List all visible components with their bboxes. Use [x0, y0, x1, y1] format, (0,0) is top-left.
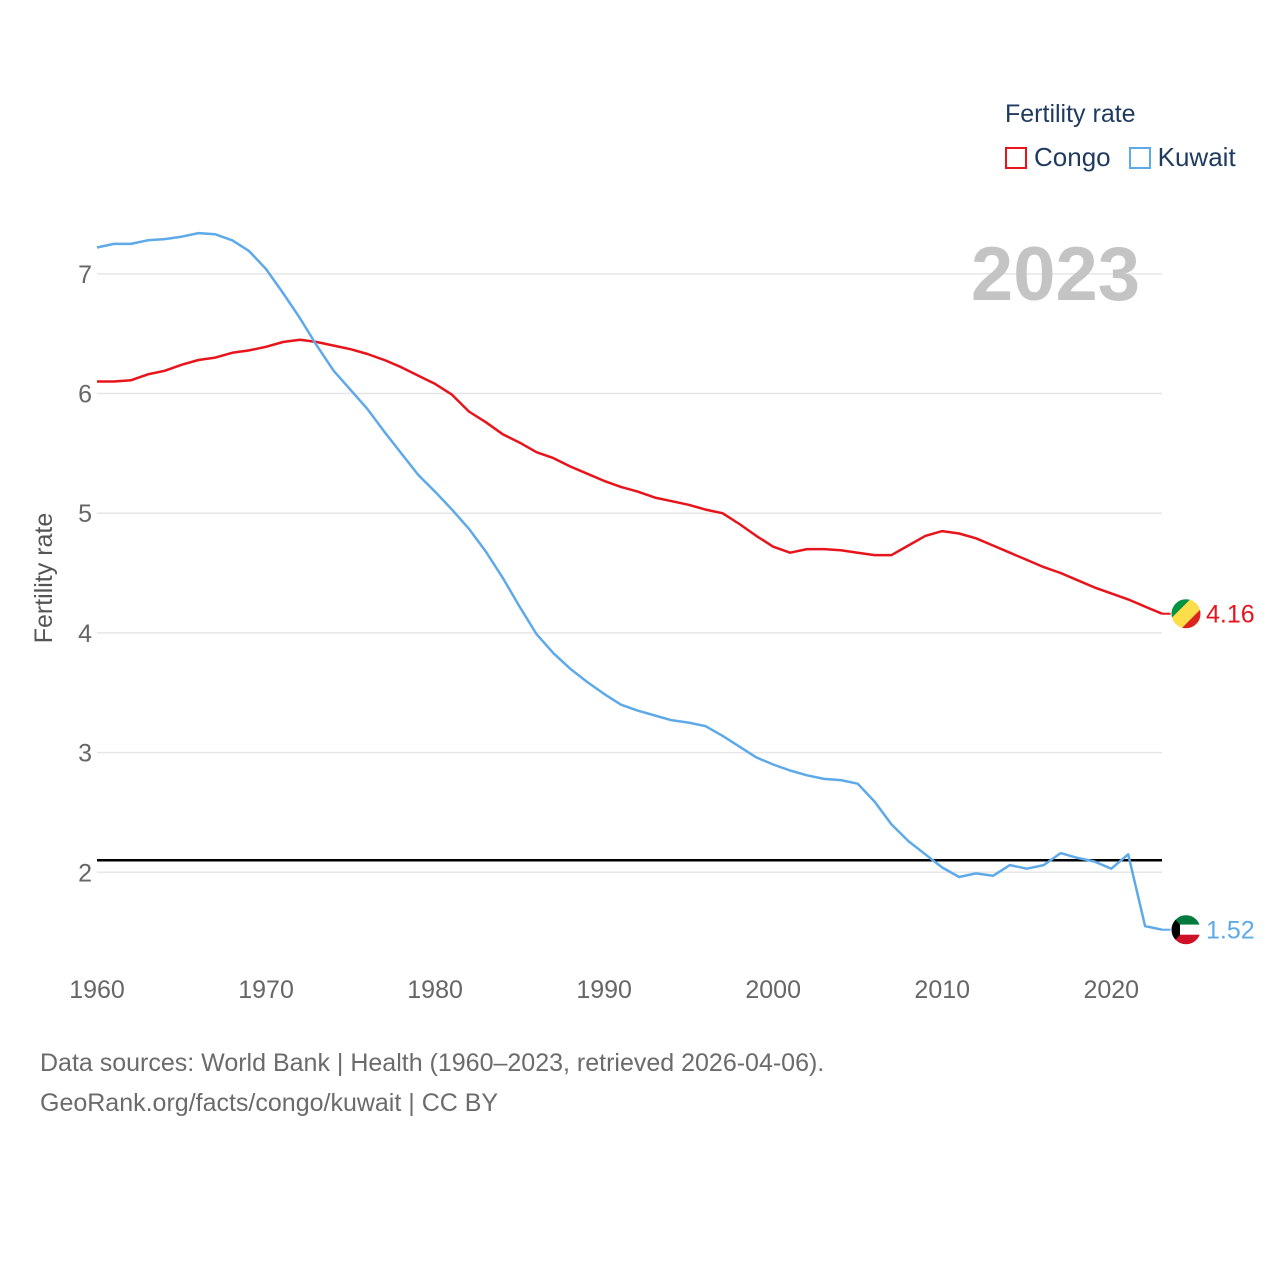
x-tick-label: 1970	[238, 976, 294, 1004]
source-note: Data sources: World Bank | Health (1960–…	[40, 1043, 824, 1123]
y-axis-label: Fertility rate	[30, 513, 58, 644]
year-watermark: 2023	[971, 232, 1140, 317]
y-tick-label: 2	[78, 859, 92, 887]
x-tick-label: 2020	[1083, 976, 1139, 1004]
x-tick-label: 1960	[69, 976, 125, 1004]
grid-lines	[97, 273, 1162, 874]
legend-swatch-kuwait	[1128, 146, 1151, 169]
legend-item-kuwait[interactable]: Kuwait	[1128, 142, 1236, 173]
x-tick-label: 1980	[407, 976, 463, 1004]
y-tick-label: 4	[78, 620, 92, 648]
legend-swatch-congo	[1005, 146, 1027, 169]
end-markers: 4.16 1.52	[1162, 598, 1255, 946]
end-value-label-congo: 4.16	[1206, 601, 1255, 629]
y-tick-label: 7	[78, 261, 92, 289]
legend: Congo Kuwait	[1005, 142, 1254, 173]
x-tick-label: 2010	[914, 976, 970, 1004]
y-tick-label: 5	[78, 500, 92, 528]
y-tick-label: 6	[78, 381, 92, 409]
legend-item-congo[interactable]: Congo	[1005, 142, 1111, 173]
series-line-congo	[97, 338, 1163, 615]
x-axis-ticks: 1960 1970 1980 1990 2000 2010 2020	[69, 976, 1139, 1004]
source-line-2[interactable]: GeoRank.org/facts/congo/kuwait | CC BY	[40, 1089, 499, 1117]
x-tick-label: 2000	[745, 976, 801, 1004]
legend-title: Fertility rate	[1005, 100, 1136, 128]
kuwait-flag-icon	[1170, 914, 1202, 946]
end-value-label-kuwait: 1.52	[1206, 917, 1255, 945]
congo-flag-icon	[1170, 598, 1202, 630]
series-lines	[96, 231, 1163, 931]
legend-label-congo: Congo	[1034, 142, 1111, 172]
series-line-kuwait	[96, 231, 1163, 931]
y-axis-ticks: 2 3 4 5 6 7	[78, 261, 92, 887]
y-tick-label: 3	[78, 740, 92, 768]
legend-label-kuwait: Kuwait	[1157, 142, 1236, 172]
x-tick-label: 1990	[576, 976, 632, 1004]
source-line-1: Data sources: World Bank | Health (1960–…	[40, 1049, 825, 1077]
